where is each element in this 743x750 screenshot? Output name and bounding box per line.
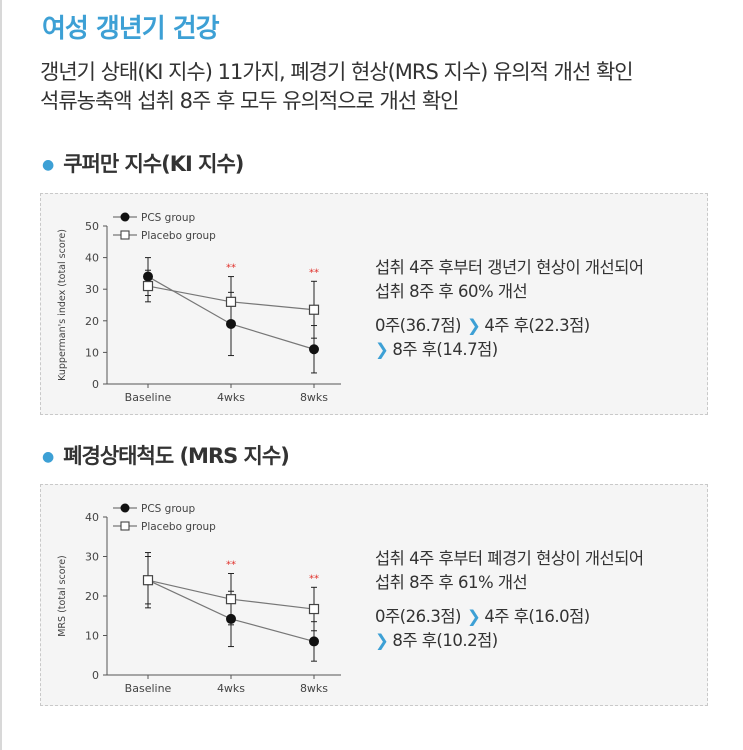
pcs-data-point [143, 271, 153, 282]
subtitle: 갱년기 상태(KI 지수) 11가지, 폐경기 현상(MRS 지수) 유의적 개… [40, 58, 634, 116]
page-title: 여성 갱년기 건강 [42, 14, 220, 44]
placebo-data-point [142, 280, 154, 292]
summary-line: 섭취 8주 후 61% 개선 [375, 573, 528, 592]
significance-marker: ** [226, 263, 236, 274]
chevron-right-icon: ❯ [466, 607, 481, 626]
legend-marker-circle [120, 503, 130, 513]
progress-row: ❯ 8주 후(14.7점) [375, 338, 644, 362]
y-axis-label: MRS (total score) [57, 555, 68, 637]
x-tick-label: Baseline [125, 682, 172, 695]
y-tick-label: 30 [85, 283, 99, 296]
summary-line: 섭취 8주 후 60% 개선 [375, 282, 528, 301]
chevron-right-icon: ❯ [375, 631, 389, 650]
y-tick-label: 40 [85, 511, 99, 524]
placebo-data-point [142, 575, 154, 586]
placebo-data-point [308, 603, 320, 615]
significance-marker: ** [226, 559, 236, 570]
y-tick-label: 10 [85, 630, 99, 643]
section-heading-text: 쿠퍼만 지수(KI 지수) [63, 152, 244, 176]
significance-marker: ** [309, 267, 319, 278]
ki-chart: 0 10 20 30 40 50 Kupperman's index (total scor… [57, 212, 341, 404]
significance-marker: ** [309, 573, 319, 584]
progress-step-4wks: 4주 후(22.3점) [484, 316, 590, 335]
y-tick-label: 0 [92, 669, 99, 682]
subtitle-line: 석류농축액 섭취 8주 후 모두 유의적으로 개선 확인 [40, 89, 459, 113]
legend-label: Placebo group [141, 521, 216, 533]
progress-step-4wks: 4주 후(16.0점) [484, 607, 590, 626]
legend-label: Placebo group [141, 230, 216, 242]
y-tick-label: 20 [85, 315, 99, 328]
summary-line: 섭취 4주 후부터 갱년기 현상이 개선되어 [375, 258, 644, 277]
y-tick-label: 30 [85, 551, 99, 564]
placebo-data-point [308, 304, 320, 315]
mrs-chart: 0 10 20 30 40 MRS (total score) Baseline 4wks 8w… [57, 503, 341, 695]
progress-step-baseline: 0주(36.7점) [375, 316, 461, 335]
ki-summary: 섭취 4주 후부터 갱년기 현상이 개선되어 섭취 8주 후 60% 개선 0주… [375, 256, 644, 362]
legend-marker-square [120, 230, 130, 240]
progress-step-baseline: 0주(26.3점) [375, 607, 461, 626]
page-left-border [0, 0, 2, 750]
x-tick-label: 8wks [300, 682, 328, 695]
summary-line: 섭취 4주 후부터 폐경기 현상이 개선되어 [375, 549, 644, 568]
ki-panel: 0 10 20 30 40 50 Kupperman's index (total scor… [40, 193, 708, 415]
mrs-summary: 섭취 4주 후부터 폐경기 현상이 개선되어 섭취 8주 후 61% 개선 0주… [375, 547, 644, 653]
pcs-data-point [226, 613, 236, 624]
legend-label: PCS group [141, 503, 195, 515]
legend-marker-circle [120, 212, 130, 222]
chevron-right-icon: ❯ [375, 340, 389, 359]
bullet-icon: ● [42, 449, 54, 465]
y-tick-label: 10 [85, 346, 99, 359]
y-tick-label: 40 [85, 252, 99, 265]
progress-step-8wks: 8주 후(14.7점) [392, 340, 498, 359]
section-heading-text: 폐경상태척도 (MRS 지수) [63, 444, 290, 468]
y-tick-label: 0 [92, 378, 99, 391]
mrs-panel: 0 10 20 30 40 MRS (total score) Baseline 4wks 8w… [40, 484, 708, 706]
progress-row: ❯ 8주 후(10.2점) [375, 629, 644, 653]
progress-row: 0주(26.3점) ❯ 4주 후(16.0점) [375, 605, 644, 629]
progress-step-8wks: 8주 후(10.2점) [392, 631, 498, 650]
pcs-data-point [309, 344, 319, 355]
x-tick-label: 8wks [300, 391, 328, 404]
y-tick-label: 20 [85, 590, 99, 603]
subtitle-line: 갱년기 상태(KI 지수) 11가지, 폐경기 현상(MRS 지수) 유의적 개… [40, 60, 634, 84]
section-heading-mrs: ● 폐경상태척도 (MRS 지수) [42, 440, 290, 470]
placebo-data-point [225, 594, 237, 605]
x-tick-label: Baseline [125, 391, 172, 404]
x-tick-label: 4wks [217, 391, 245, 404]
pcs-data-point [309, 636, 319, 647]
legend-marker-square [120, 521, 130, 531]
bullet-icon: ● [42, 157, 54, 173]
chevron-right-icon: ❯ [466, 316, 481, 335]
y-axis-label: Kupperman's index (total score) [57, 229, 68, 381]
placebo-data-point [225, 296, 237, 307]
legend-label: PCS group [141, 212, 195, 224]
pcs-data-point [226, 318, 236, 329]
section-heading-ki: ● 쿠퍼만 지수(KI 지수) [42, 148, 244, 178]
progress-row: 0주(36.7점) ❯ 4주 후(22.3점) [375, 314, 644, 338]
y-tick-label: 50 [85, 220, 99, 233]
x-tick-label: 4wks [217, 682, 245, 695]
